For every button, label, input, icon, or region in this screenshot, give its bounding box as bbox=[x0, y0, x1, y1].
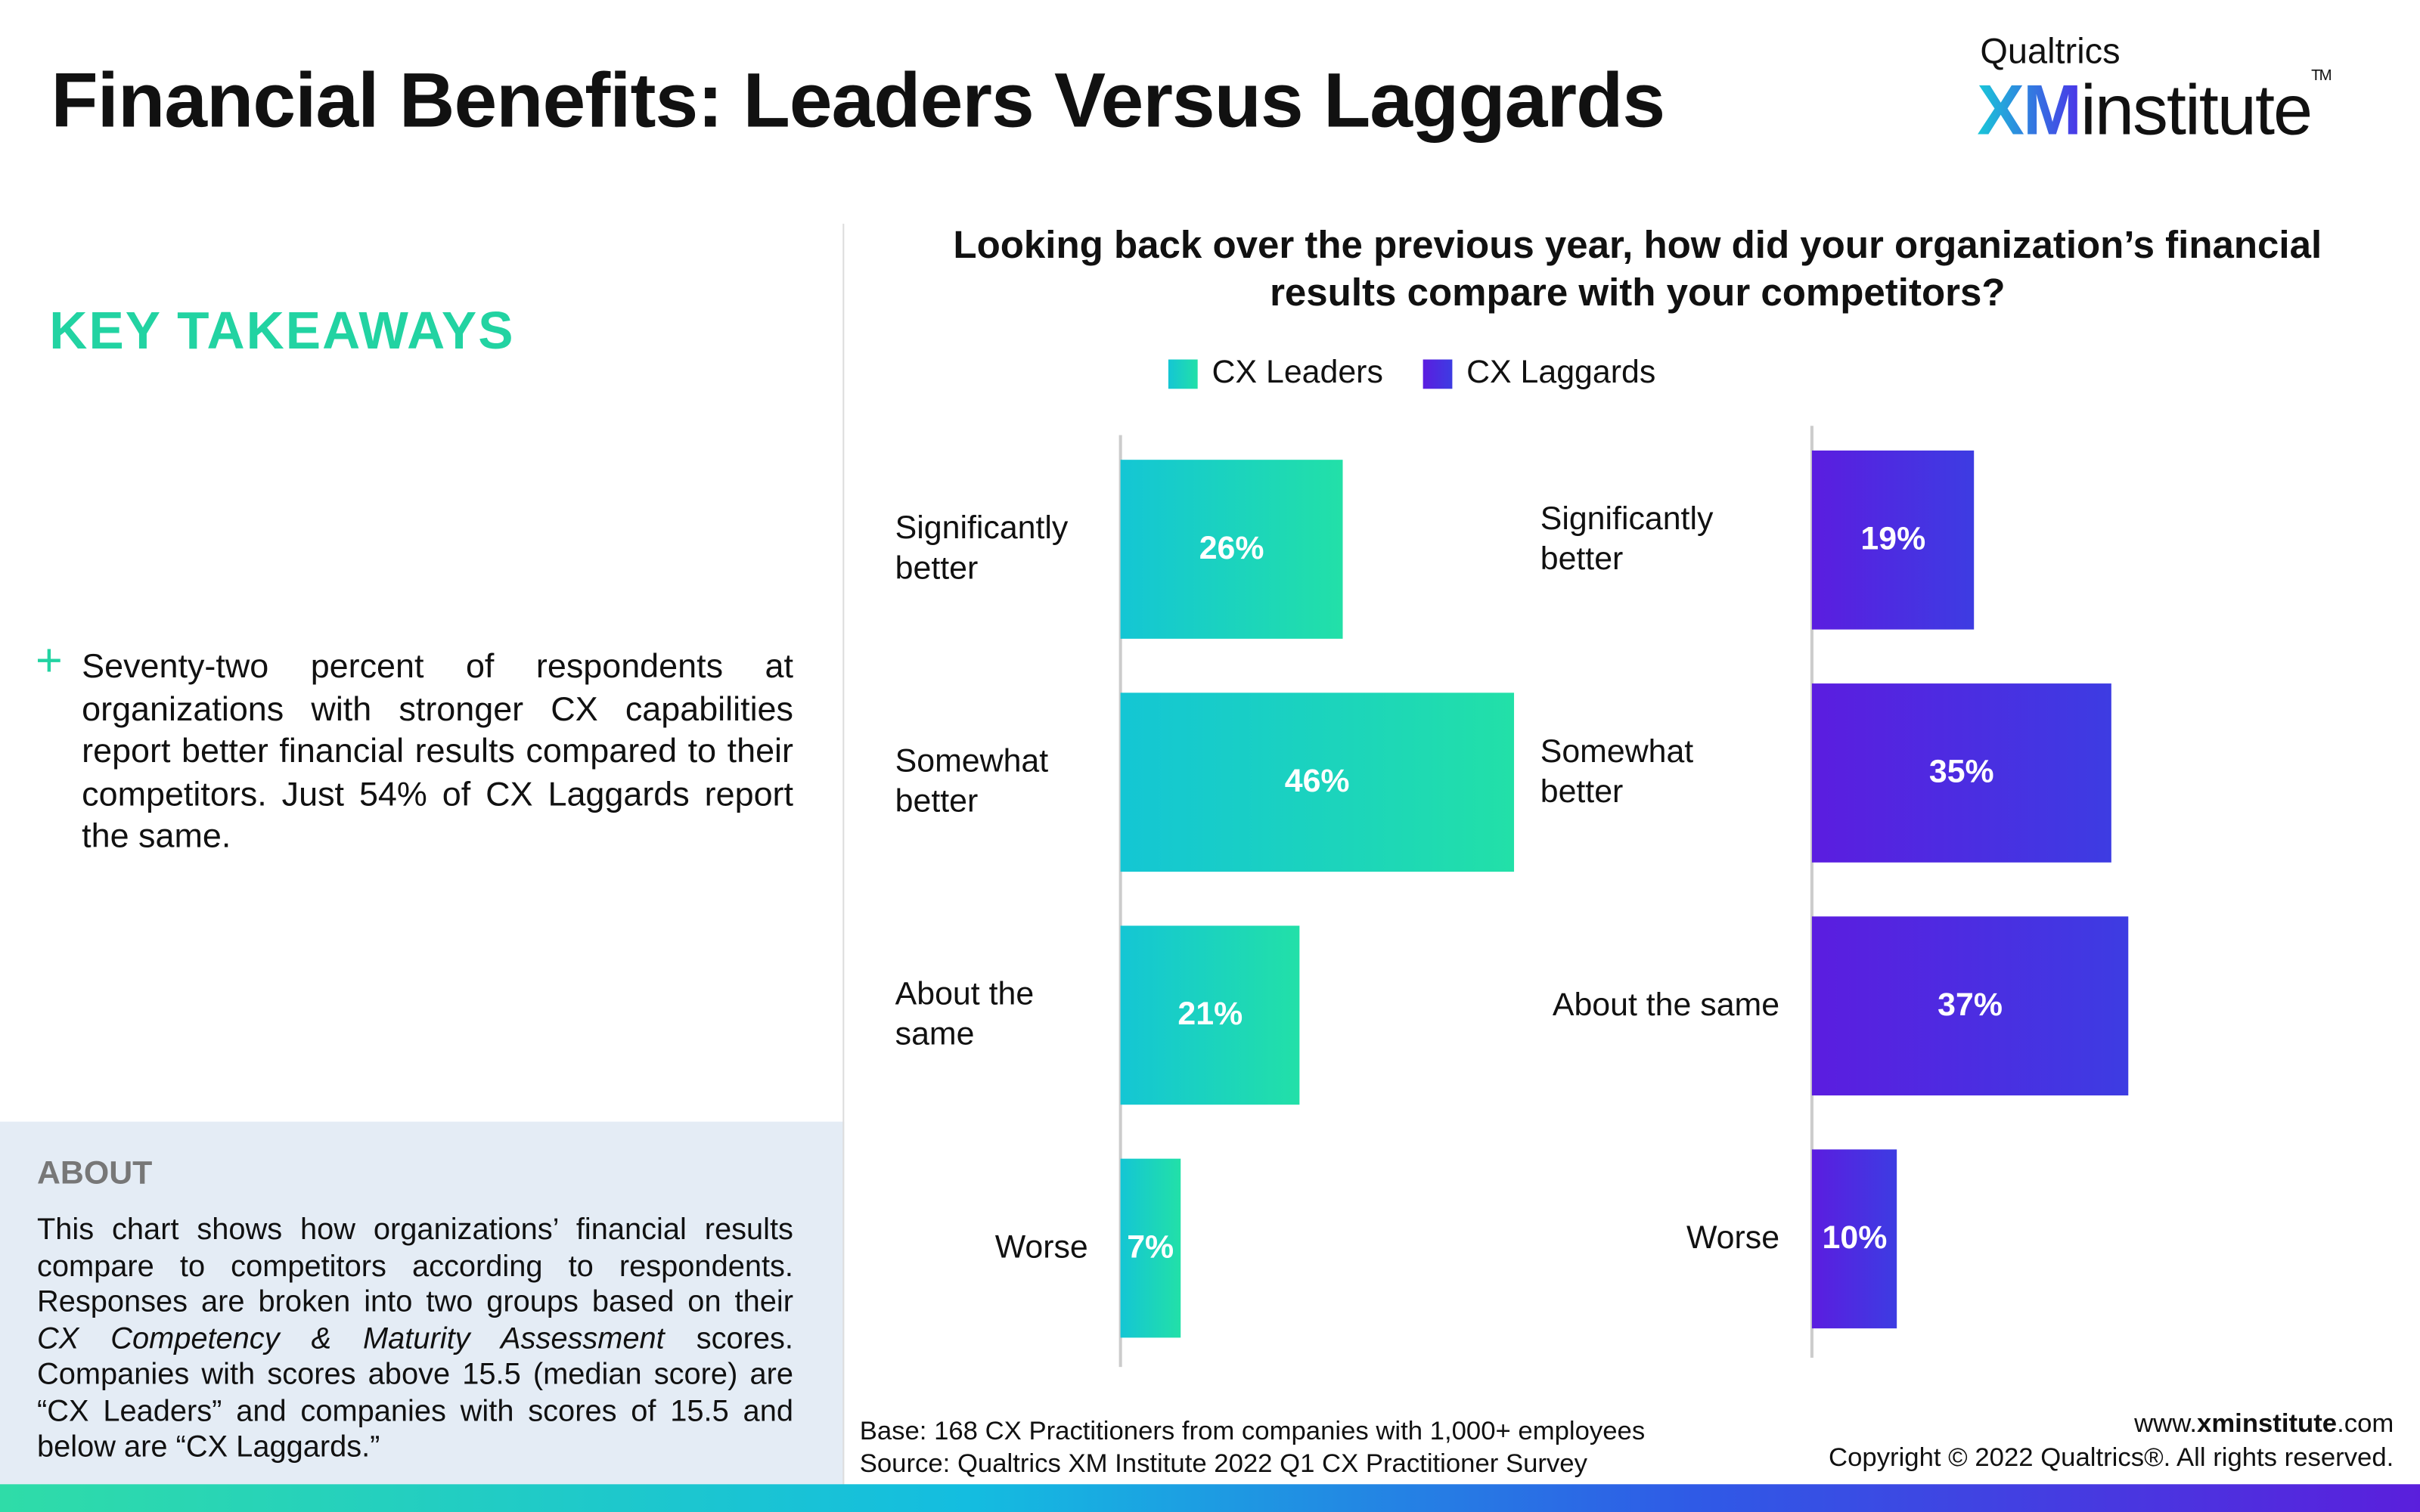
bar: 35% bbox=[1811, 683, 2111, 863]
legend-item: CX Laggards bbox=[1423, 355, 1655, 392]
legend-swatch bbox=[1168, 358, 1199, 389]
bar: 7% bbox=[1120, 1158, 1181, 1338]
about-box bbox=[0, 1121, 845, 1485]
value-label: 37% bbox=[1938, 987, 2003, 1024]
url-part: www. bbox=[2134, 1408, 2198, 1439]
category-label: Somewhat better bbox=[1540, 734, 1694, 810]
legend: CX Leaders CX Laggards bbox=[0, 355, 2420, 392]
bar: 37% bbox=[1811, 916, 2129, 1095]
category-label: Worse bbox=[994, 1229, 1088, 1266]
logo: XMinstituteTM bbox=[1977, 67, 2332, 151]
about-text-italic: CX Competency & Maturity Assessment bbox=[36, 1321, 665, 1356]
axis-line bbox=[1810, 426, 1813, 1358]
value-label: 26% bbox=[1199, 531, 1264, 566]
category-label: About the same bbox=[1552, 987, 1780, 1024]
chart-title: Looking back over the previous year, how… bbox=[953, 223, 2322, 315]
url-part: .com bbox=[2337, 1408, 2394, 1439]
legend-label: CX Laggards bbox=[1466, 355, 1656, 391]
about-text-part: This chart shows how organizations’ fina… bbox=[36, 1213, 793, 1319]
bar: 46% bbox=[1120, 692, 1514, 872]
legend-item: CX Leaders bbox=[1168, 355, 1383, 392]
logo-xm: XM bbox=[1977, 69, 2082, 150]
axis-line bbox=[1118, 435, 1122, 1368]
takeaways-heading: KEY TAKEAWAYS bbox=[49, 302, 515, 361]
footer-right: www.xminstitute.com Copyright © 2022 Qual… bbox=[1698, 1407, 2394, 1475]
url-bold: xminstitute bbox=[2197, 1408, 2338, 1439]
bar: 10% bbox=[1811, 1149, 1897, 1329]
category-label: About the same bbox=[895, 976, 1035, 1052]
value-label: 19% bbox=[1860, 521, 1926, 557]
bullet-mark: + bbox=[35, 635, 63, 687]
url: www.xminstitute.com bbox=[1698, 1407, 2394, 1441]
category-label: Worse bbox=[1686, 1220, 1780, 1256]
value-label: 35% bbox=[1928, 754, 1994, 790]
about-text-part: scores. Companies with scores above 15.5… bbox=[36, 1321, 793, 1464]
value-label: 10% bbox=[1822, 1220, 1888, 1256]
value-label: 7% bbox=[1127, 1229, 1174, 1266]
logo-institute: institute bbox=[2080, 69, 2313, 150]
bar: 19% bbox=[1811, 450, 1975, 630]
value-label: 46% bbox=[1284, 764, 1350, 800]
page-title: Financial Benefits: Leaders Versus Lagga… bbox=[51, 57, 1665, 144]
legend-label: CX Leaders bbox=[1212, 355, 1383, 391]
value-label: 21% bbox=[1177, 996, 1243, 1033]
about-text: This chart shows how organizations’ fina… bbox=[37, 1213, 793, 1467]
logo-text: Qualtrics bbox=[1980, 30, 2121, 71]
bar: 21% bbox=[1120, 925, 1301, 1105]
source-note: Source: Qualtrics XM Institute 2022 Q1 C… bbox=[859, 1448, 1587, 1479]
base-note: Base: 168 CX Practitioners from companie… bbox=[859, 1416, 1646, 1446]
about-heading: ABOUT bbox=[36, 1155, 153, 1191]
logo-tm: TM bbox=[2311, 67, 2332, 85]
bar: 26% bbox=[1120, 460, 1343, 639]
divider bbox=[842, 223, 845, 1485]
legend-swatch bbox=[1423, 358, 1453, 389]
bottom-stripe bbox=[0, 1484, 2420, 1512]
category-label: Significantly better bbox=[895, 510, 1069, 587]
footnote: Base: 168 CX Practitioners from companie… bbox=[860, 1414, 1645, 1479]
category-label: Somewhat better bbox=[895, 743, 1049, 820]
category-label: Significantly better bbox=[1540, 501, 1714, 578]
takeaway-text: Seventy-two percent of respondents at or… bbox=[82, 646, 793, 855]
copyright: Copyright © 2022 Qualtrics®. All rights … bbox=[1829, 1442, 2394, 1472]
